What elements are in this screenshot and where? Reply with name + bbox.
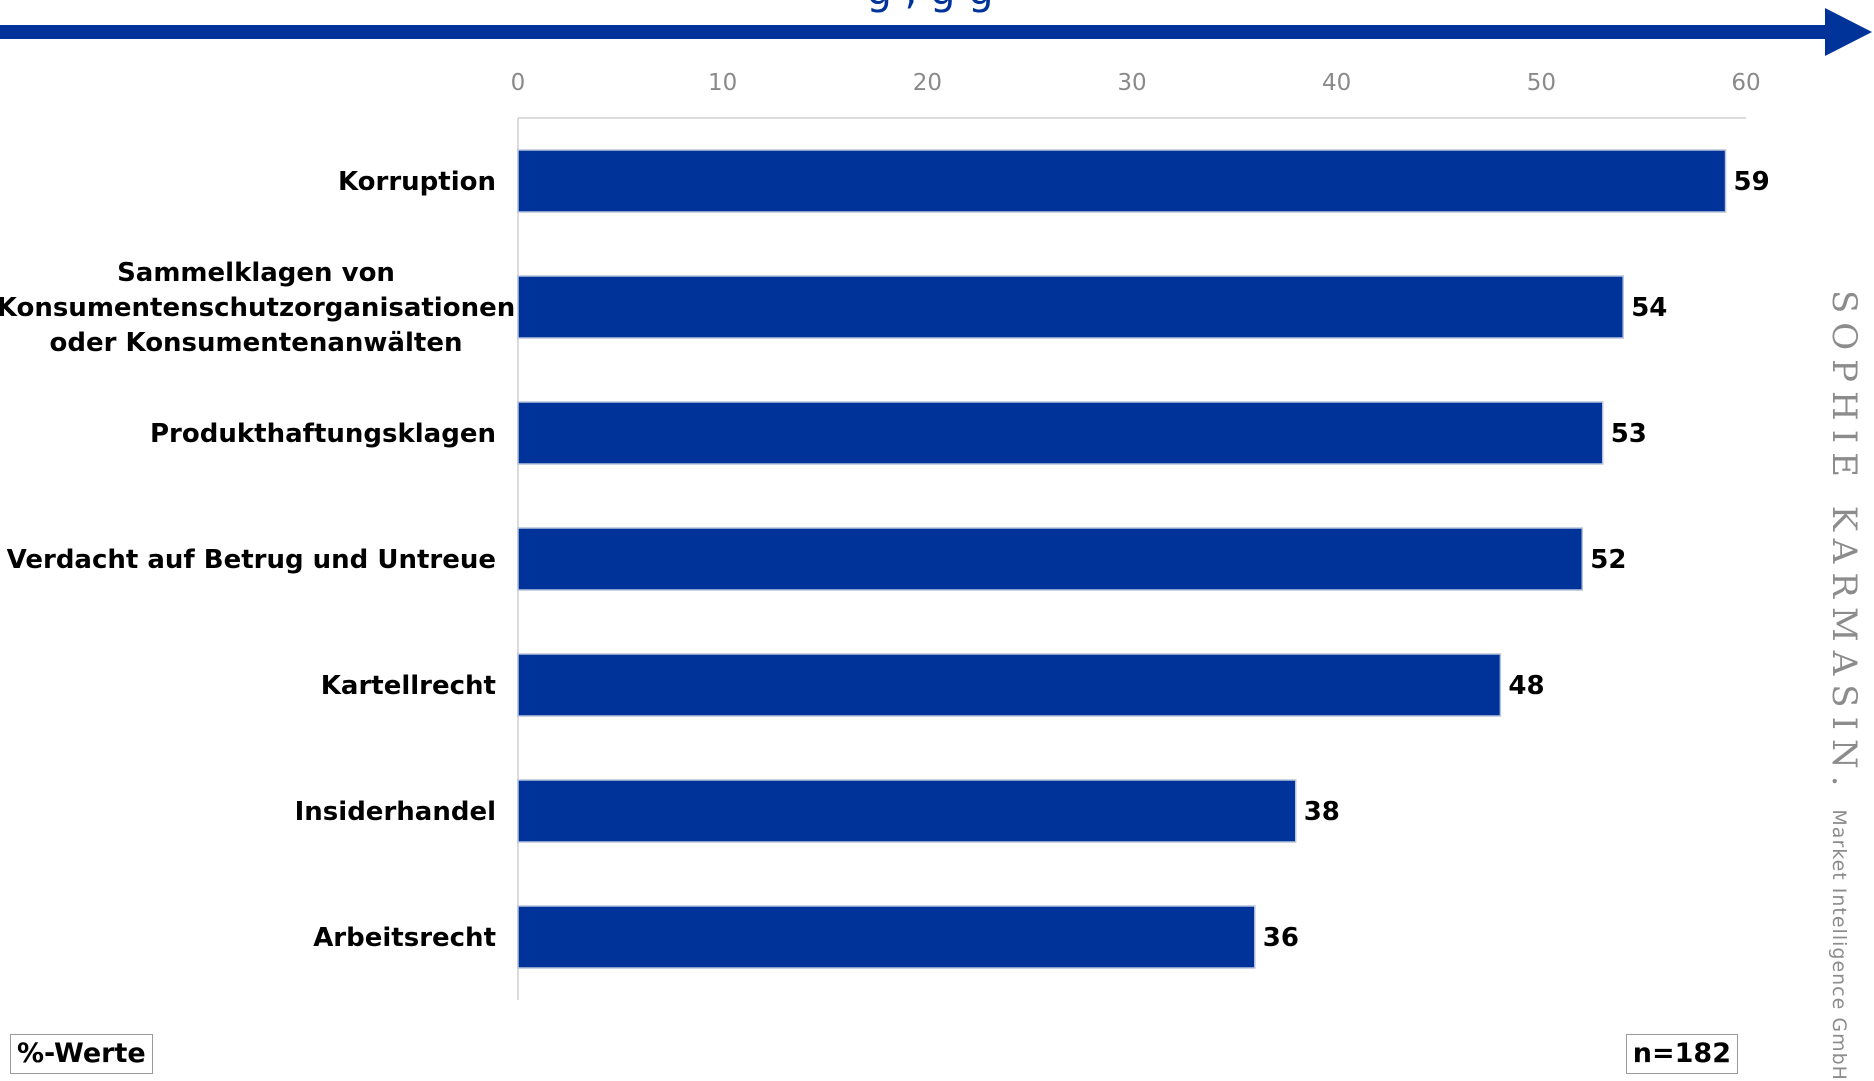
data-label: 52 [1590, 545, 1626, 575]
value-labels: 59 54 53 52 48 38 36 [1263, 167, 1770, 953]
category-label: Korruption [338, 167, 496, 197]
brand-name: SOPHIE KARMASIN. [1824, 290, 1864, 796]
category-labels: Korruption Sammelklagen von Konsumentensch… [0, 167, 515, 953]
bar [517, 905, 1256, 969]
arrow-shaft [0, 25, 1830, 39]
category-label: Verdacht auf Betrug und Untreue [7, 545, 496, 575]
bar [517, 653, 1502, 717]
category-label: Arbeitsrecht [313, 923, 496, 953]
x-axis-ticks: 0 10 20 30 40 50 60 [511, 70, 1761, 96]
data-label: 36 [1263, 923, 1299, 953]
x-tick-label: 30 [1117, 70, 1146, 96]
category-label: oder Konsumentenanwälten [50, 328, 463, 358]
arrow-head [1825, 8, 1872, 56]
category-label: Kartellrecht [321, 671, 496, 701]
data-label: 53 [1611, 419, 1647, 449]
bar [517, 275, 1624, 339]
bar [517, 401, 1604, 465]
brand-text: SOPHIE KARMASIN. Market Intelligence GmbH [1824, 290, 1864, 1081]
title-fragment: g , g g [866, 0, 993, 14]
sample-size-label: n=182 [1625, 1034, 1738, 1074]
data-label: 59 [1734, 167, 1770, 197]
bar [517, 779, 1297, 843]
x-tick-label: 20 [913, 70, 942, 96]
header-arrow: g , g g [0, 0, 1874, 60]
brand-logo: SOPHIE KARMASIN. Market Intelligence GmbH [1820, 290, 1874, 1081]
x-tick-label: 60 [1731, 70, 1760, 96]
bar [517, 527, 1584, 591]
category-label: Produkthaftungsklagen [150, 419, 496, 449]
x-tick-label: 50 [1527, 70, 1556, 96]
x-tick-label: 40 [1322, 70, 1351, 96]
data-label: 48 [1508, 671, 1544, 701]
data-label: 38 [1304, 797, 1340, 827]
x-tick-label: 0 [511, 70, 526, 96]
data-label: 54 [1631, 293, 1667, 323]
x-tick-label: 10 [708, 70, 737, 96]
brand-subtitle: Market Intelligence GmbH [1828, 809, 1850, 1081]
category-label: Konsumentenschutzorganisationen [0, 293, 515, 323]
arrow-graphic: g , g g [0, 0, 1872, 56]
category-label: Insiderhandel [295, 797, 496, 827]
unit-label: %-Werte [10, 1034, 153, 1074]
bar [517, 149, 1727, 213]
bars [517, 149, 1727, 969]
category-label: Sammelklagen von [117, 258, 395, 288]
